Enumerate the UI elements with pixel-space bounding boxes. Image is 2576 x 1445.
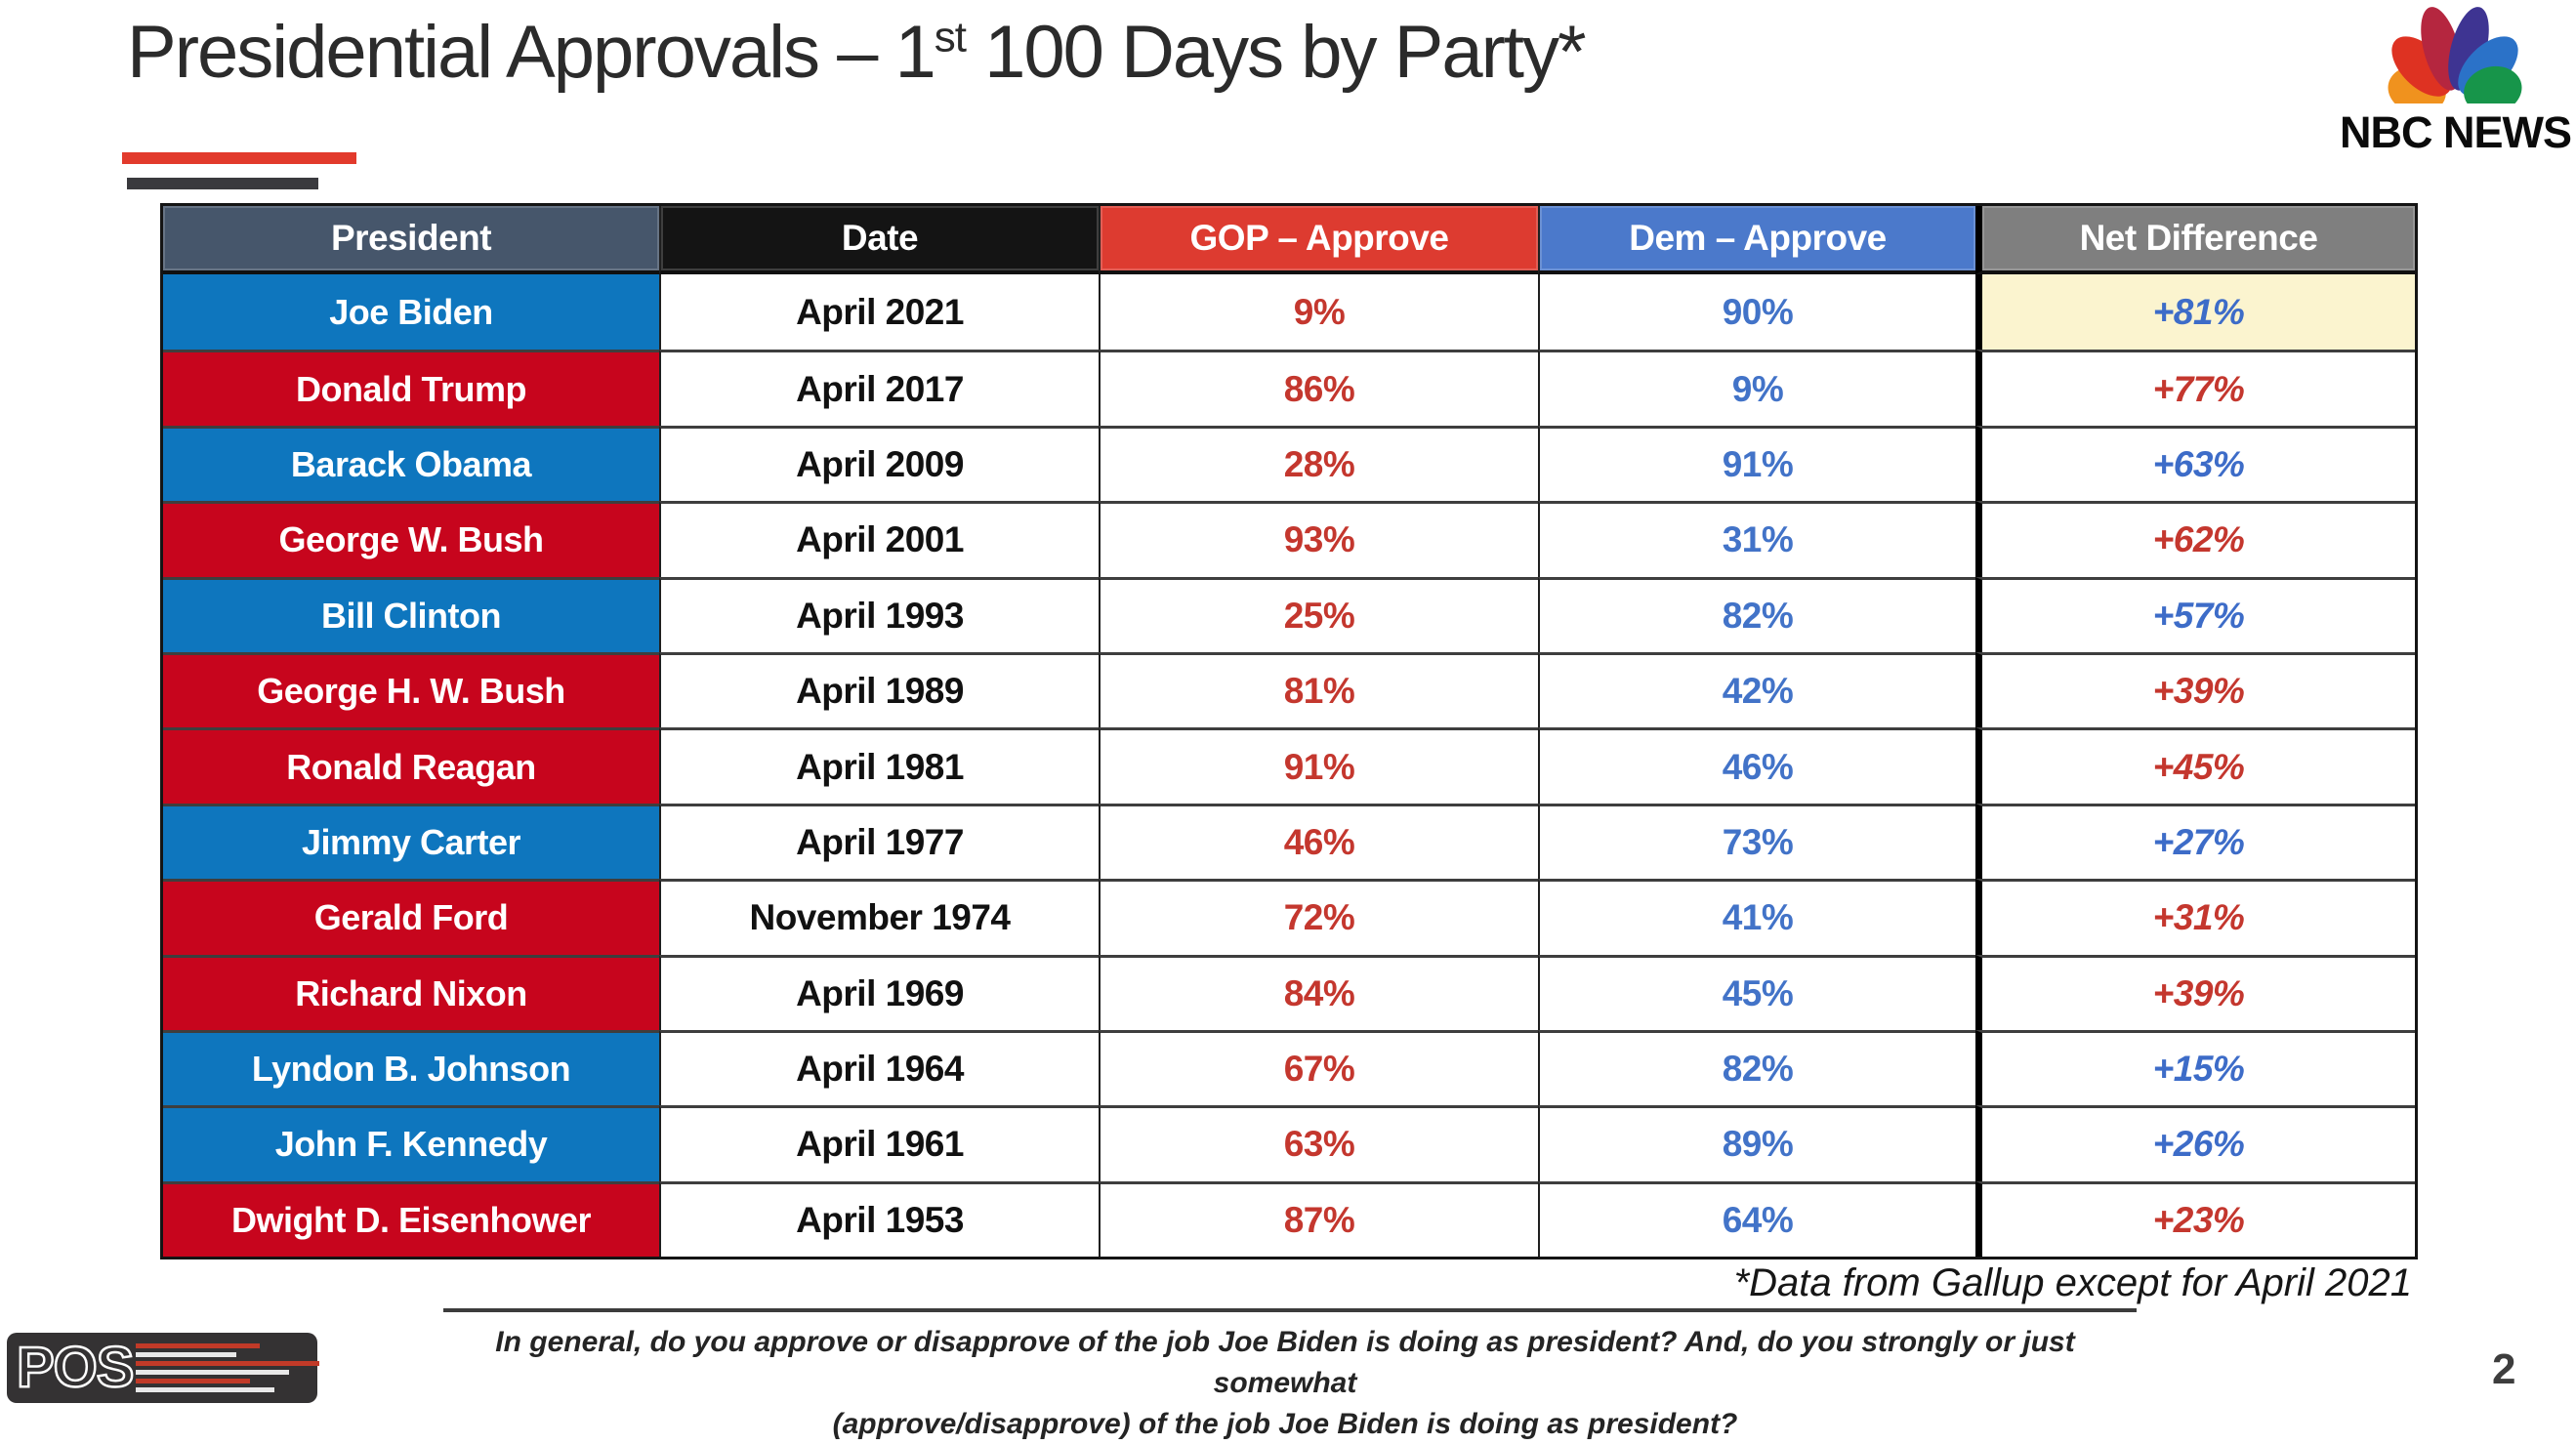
president-cell: Joe Biden	[163, 274, 659, 351]
pos-bar	[135, 1361, 319, 1366]
dem-approve-cell: 45%	[1538, 954, 1975, 1030]
dem-approve-cell: 82%	[1538, 1029, 1975, 1106]
dem-approve-cell: 91%	[1538, 425, 1975, 502]
gop-approve-cell: 28%	[1099, 425, 1538, 502]
president-cell: Dwight D. Eisenhower	[163, 1180, 659, 1258]
net-difference-cell: +39%	[1975, 651, 2415, 728]
gop-approve-cell: 87%	[1099, 1180, 1538, 1258]
president-cell: John F. Kennedy	[163, 1105, 659, 1181]
page-number: 2	[2492, 1345, 2516, 1393]
header-cell-gop-approve: GOP – Approve	[1099, 206, 1538, 274]
gop-approve-cell: 86%	[1099, 350, 1538, 426]
title-underline-red	[122, 152, 356, 164]
dem-approve-cell: 89%	[1538, 1105, 1975, 1181]
gop-approve-cell: 67%	[1099, 1029, 1538, 1106]
pos-label: POS	[16, 1336, 136, 1399]
approval-table: President Date GOP – Approve Dem – Approve N…	[160, 203, 2418, 1260]
title-text: Presidential Approvals – 1	[127, 11, 936, 94]
net-difference-cell: +31%	[1975, 879, 2415, 955]
date-cell: April 2009	[659, 425, 1099, 502]
date-cell: April 1953	[659, 1180, 1099, 1258]
header-cell-president: President	[163, 206, 659, 274]
dem-approve-cell: 64%	[1538, 1180, 1975, 1258]
dem-approve-cell: 82%	[1538, 576, 1975, 652]
pos-bar	[135, 1352, 236, 1357]
date-cell: November 1974	[659, 879, 1099, 955]
dem-approve-cell: 41%	[1538, 879, 1975, 955]
date-cell: April 1981	[659, 727, 1099, 804]
net-difference-cell: +77%	[1975, 350, 2415, 426]
net-difference-cell: +26%	[1975, 1105, 2415, 1181]
pos-bar	[135, 1379, 250, 1383]
title-underline-dark	[127, 178, 318, 189]
title-superscript: st	[934, 13, 967, 62]
net-difference-cell: +62%	[1975, 501, 2415, 577]
date-cell: April 2021	[659, 274, 1099, 351]
pos-bar	[135, 1370, 289, 1375]
date-cell: April 1977	[659, 803, 1099, 880]
date-cell: April 1989	[659, 651, 1099, 728]
dem-approve-cell: 90%	[1538, 274, 1975, 351]
nbc-news-logo: NBC NEWS	[2340, 2, 2572, 158]
gop-approve-cell: 93%	[1099, 501, 1538, 577]
question-line-1: In general, do you approve or disapprove…	[495, 1326, 2075, 1399]
president-cell: Bill Clinton	[163, 576, 659, 652]
net-difference-cell: +23%	[1975, 1180, 2415, 1258]
president-cell: Barack Obama	[163, 425, 659, 502]
president-cell: George W. Bush	[163, 501, 659, 577]
dem-approve-cell: 42%	[1538, 651, 1975, 728]
footer-divider-line	[443, 1308, 2137, 1312]
gop-approve-cell: 91%	[1099, 727, 1538, 804]
net-difference-cell: +15%	[1975, 1029, 2415, 1106]
president-cell: Lyndon B. Johnson	[163, 1029, 659, 1106]
date-cell: April 1993	[659, 576, 1099, 652]
question-text: In general, do you approve or disapprove…	[455, 1322, 2115, 1445]
gop-approve-cell: 9%	[1099, 274, 1538, 351]
president-cell: Ronald Reagan	[163, 727, 659, 804]
pos-logo: POS	[7, 1333, 319, 1403]
date-cell: April 2017	[659, 350, 1099, 426]
net-difference-cell: +27%	[1975, 803, 2415, 880]
net-difference-cell: +63%	[1975, 425, 2415, 502]
dem-approve-cell: 46%	[1538, 727, 1975, 804]
president-cell: Jimmy Carter	[163, 803, 659, 880]
header-cell-net-difference: Net Difference	[1975, 206, 2415, 274]
source-note: *Data from Gallup except for April 2021	[1733, 1261, 2412, 1304]
gop-approve-cell: 72%	[1099, 879, 1538, 955]
header-cell-date: Date	[659, 206, 1099, 274]
page-title: Presidential Approvals – 1st 100 Days by…	[127, 10, 1587, 95]
question-line-2: (approve/disapprove) of the job Joe Bide…	[832, 1408, 1738, 1440]
pos-logo-bars	[135, 1343, 319, 1392]
pos-bar	[135, 1387, 274, 1392]
gop-approve-cell: 84%	[1099, 954, 1538, 1030]
date-cell: April 2001	[659, 501, 1099, 577]
president-cell: Gerald Ford	[163, 879, 659, 955]
pos-bar	[135, 1343, 260, 1348]
date-cell: April 1961	[659, 1105, 1099, 1181]
gop-approve-cell: 81%	[1099, 651, 1538, 728]
dem-approve-cell: 9%	[1538, 350, 1975, 426]
net-difference-cell: +45%	[1975, 727, 2415, 804]
president-cell: George H. W. Bush	[163, 651, 659, 728]
gop-approve-cell: 46%	[1099, 803, 1538, 880]
president-cell: Donald Trump	[163, 350, 659, 426]
date-cell: April 1964	[659, 1029, 1099, 1106]
title-rest: 100 Days by Party*	[965, 11, 1587, 94]
president-cell: Richard Nixon	[163, 954, 659, 1030]
gop-approve-cell: 25%	[1099, 576, 1538, 652]
net-difference-cell: +39%	[1975, 954, 2415, 1030]
nbc-news-label: NBC NEWS	[2340, 107, 2572, 157]
gop-approve-cell: 63%	[1099, 1105, 1538, 1181]
header-cell-dem-approve: Dem – Approve	[1538, 206, 1975, 274]
peacock-icon	[2388, 7, 2522, 103]
net-difference-cell: +57%	[1975, 576, 2415, 652]
dem-approve-cell: 31%	[1538, 501, 1975, 577]
net-difference-cell: +81%	[1975, 274, 2415, 351]
dem-approve-cell: 73%	[1538, 803, 1975, 880]
date-cell: April 1969	[659, 954, 1099, 1030]
